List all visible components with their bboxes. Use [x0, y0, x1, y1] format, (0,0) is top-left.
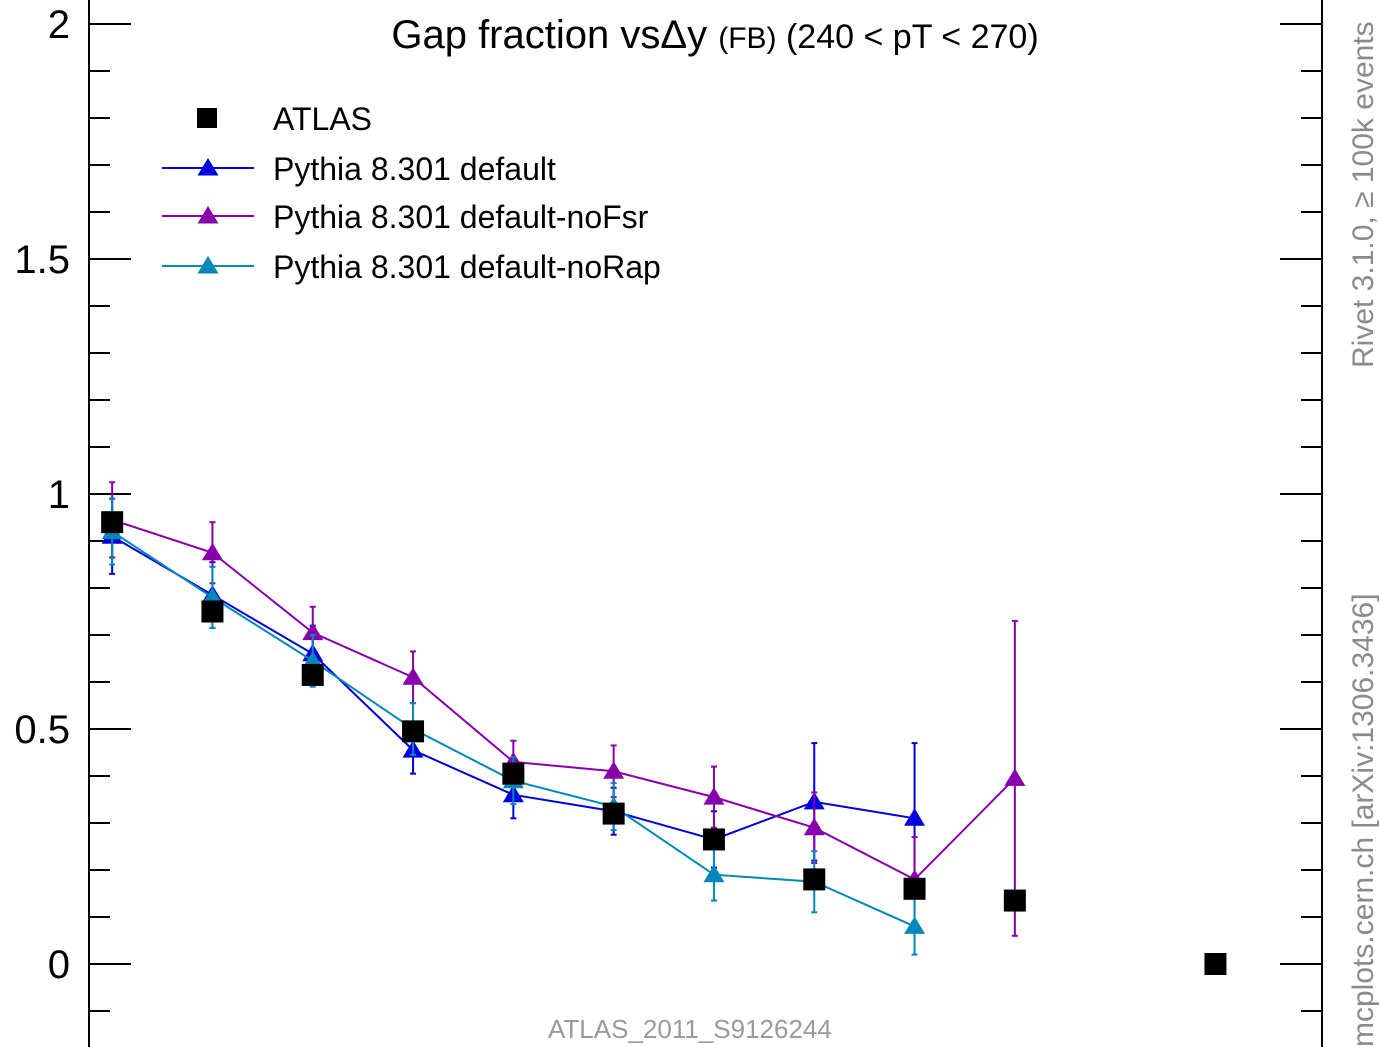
series-0	[101, 511, 1226, 975]
data-point-marker	[1004, 890, 1026, 912]
data-point-marker	[302, 664, 324, 686]
rivet-version-label: Rivet 3.1.0, ≥ 100k events	[1347, 21, 1379, 368]
legend-marker	[198, 158, 219, 176]
title-fb: (FB)	[718, 22, 776, 55]
series-line	[112, 520, 1015, 880]
data-point-marker	[1004, 768, 1025, 786]
data-point-marker	[703, 865, 724, 883]
data-point-marker	[502, 763, 524, 785]
data-point-marker	[201, 601, 223, 623]
legend-label: Pythia 8.301 default-noFsr	[273, 199, 649, 235]
legend-item: ATLAS	[197, 101, 372, 137]
legend-label: Pythia 8.301 default-noRap	[273, 249, 661, 285]
analysis-watermark: ATLAS_2011_S9126244	[548, 1014, 832, 1045]
data-point-marker	[403, 667, 424, 685]
legend-item: Pythia 8.301 default	[162, 151, 556, 187]
data-point-marker	[402, 720, 424, 742]
data-point-marker	[101, 511, 123, 533]
legend: ATLAS Pythia 8.301 default Pythia 8.301 de…	[162, 101, 661, 285]
legend-item: Pythia 8.301 default-noRap	[162, 249, 661, 285]
data-point-marker	[803, 868, 825, 890]
y-tick-label: 1.5	[14, 238, 70, 282]
series-1	[102, 499, 925, 894]
data-point-marker	[603, 803, 625, 825]
legend-label: ATLAS	[273, 101, 372, 137]
y-tick-label: 1	[48, 473, 70, 517]
data-point-marker	[703, 828, 725, 850]
legend-label: Pythia 8.301 default	[273, 151, 556, 187]
series-layer	[101, 482, 1226, 975]
data-point-marker	[202, 543, 223, 561]
series-3	[102, 499, 925, 955]
legend-marker	[197, 108, 217, 128]
title-symbol: Δy	[660, 13, 707, 57]
y-tick-label: 2	[48, 3, 70, 47]
title-main: Gap fraction vs	[391, 13, 660, 57]
chart-title: Gap fraction vsΔy (FB) (240 < pT < 270)	[391, 13, 1038, 57]
y-tick-labels: 0 0.5 1 1.5 2	[14, 3, 70, 987]
y-tick-label: 0.5	[14, 708, 70, 752]
data-point-marker	[1204, 953, 1226, 975]
data-point-marker	[904, 878, 926, 900]
legend-marker	[198, 256, 219, 274]
series-2	[102, 482, 1026, 936]
mcplots-reference-label: mcplots.cern.ch [arXiv:1306.3436]	[1347, 593, 1379, 1047]
series-line	[112, 532, 914, 927]
title-range: (240 < pT < 270)	[786, 18, 1039, 56]
legend-item: Pythia 8.301 default-noFsr	[162, 199, 649, 235]
legend-marker	[198, 206, 219, 224]
data-point-marker	[904, 916, 925, 934]
y-tick-label: 0	[48, 943, 70, 987]
